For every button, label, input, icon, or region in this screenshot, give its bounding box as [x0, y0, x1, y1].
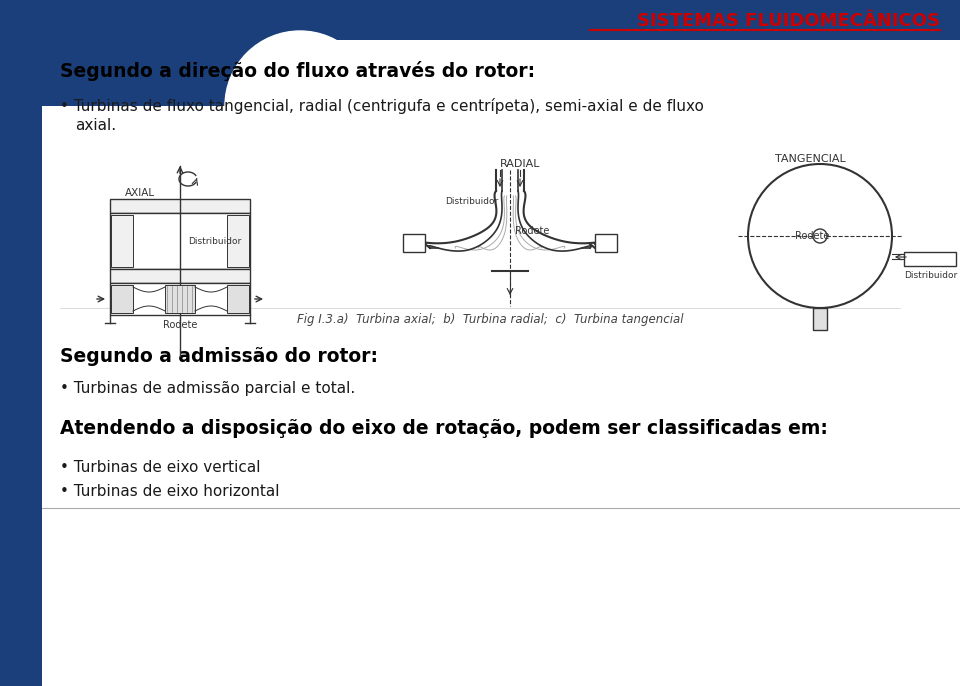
Text: Segundo a admissão do rotor:: Segundo a admissão do rotor: — [60, 346, 378, 366]
Text: RADIAL: RADIAL — [500, 159, 540, 169]
Bar — [0, 0, 960, 40]
Bar — [813, 308, 827, 330]
Bar — [110, 199, 250, 213]
Text: Rodete: Rodete — [515, 226, 549, 236]
Text: • Turbinas de eixo horizontal: • Turbinas de eixo horizontal — [60, 484, 279, 499]
Bar — [595, 234, 617, 252]
Bar — [111, 215, 133, 267]
Text: SISTEMAS FLUIDOMECÂNICOS: SISTEMAS FLUIDOMECÂNICOS — [637, 12, 940, 30]
Text: • Turbinas de eixo vertical: • Turbinas de eixo vertical — [60, 460, 260, 475]
Text: • Turbinas de fluxo tangencial, radial (centrigufa e centrípeta), semi-axial e d: • Turbinas de fluxo tangencial, radial (… — [60, 98, 704, 114]
Bar — [904, 252, 956, 266]
Text: Segundo a direção do fluxo através do rotor:: Segundo a direção do fluxo através do ro… — [60, 61, 535, 81]
Bar — [403, 234, 425, 252]
Bar — [110, 283, 250, 315]
Text: TANGENCIAL: TANGENCIAL — [775, 154, 846, 164]
Text: axial.: axial. — [75, 119, 116, 134]
Text: Rodete: Rodete — [795, 231, 829, 241]
Bar — [227, 215, 249, 267]
Text: Rodete: Rodete — [163, 320, 197, 330]
Bar — [0, 106, 42, 686]
Bar — [111, 285, 133, 313]
Bar — [165, 285, 195, 313]
Circle shape — [225, 31, 375, 181]
Bar — [0, 40, 300, 106]
Circle shape — [813, 229, 827, 243]
Bar — [110, 269, 250, 283]
Text: Distribuidor: Distribuidor — [188, 237, 241, 246]
Text: AXIAL: AXIAL — [125, 188, 156, 198]
Text: • Turbinas de admissão parcial e total.: • Turbinas de admissão parcial e total. — [60, 381, 355, 396]
Text: Distribuidor: Distribuidor — [445, 198, 498, 206]
Ellipse shape — [748, 164, 892, 308]
Bar — [110, 213, 250, 269]
Text: Atendendo a disposição do eixo de rotação, podem ser classificadas em:: Atendendo a disposição do eixo de rotaçã… — [60, 418, 828, 438]
Bar — [227, 285, 249, 313]
Text: Fig I.3.a)  Turbina axial;  b)  Turbina radial;  c)  Turbina tangencial: Fig I.3.a) Turbina axial; b) Turbina rad… — [297, 313, 684, 325]
Text: Distribuidor: Distribuidor — [904, 272, 957, 281]
